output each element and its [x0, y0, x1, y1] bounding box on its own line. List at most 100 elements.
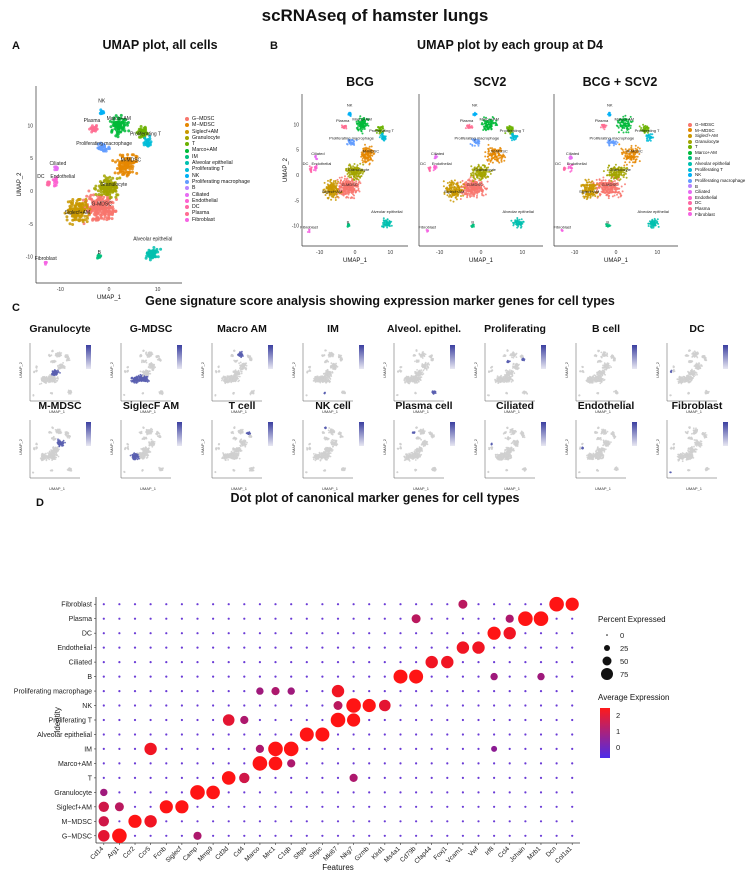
umap-point	[111, 209, 115, 212]
umap-point	[352, 165, 355, 168]
umap-point	[104, 201, 108, 204]
umap-point	[488, 153, 491, 156]
umap-point	[357, 170, 360, 173]
umap-point	[89, 193, 93, 197]
legend-item: Plasma	[185, 210, 250, 216]
umap-cluster	[568, 155, 573, 160]
umap-point	[647, 225, 650, 227]
legend-item: Plasma	[688, 206, 745, 212]
umap-point	[473, 144, 476, 147]
umap-point	[480, 184, 483, 187]
umap-point	[323, 191, 326, 193]
umap-point	[462, 194, 465, 197]
legend-swatch	[185, 148, 189, 153]
umap-point	[649, 222, 652, 225]
x-axis-label: UMAP_1	[140, 409, 157, 414]
umap-point	[608, 187, 611, 190]
umap-point	[427, 166, 430, 169]
signature-point	[143, 379, 145, 381]
umap-point	[491, 121, 494, 123]
umap-point	[131, 165, 135, 168]
umap-point	[92, 193, 96, 197]
umap-point	[67, 211, 71, 215]
umap-point	[377, 126, 380, 128]
umap-point	[382, 219, 385, 222]
umap-point	[346, 186, 349, 189]
umap-point	[612, 173, 615, 176]
umap-point	[567, 167, 570, 170]
umap-cluster	[464, 123, 474, 130]
umap-point	[362, 117, 365, 120]
umap-point	[605, 183, 608, 186]
umap-point	[85, 194, 89, 198]
umap-point	[334, 199, 337, 201]
umap-point	[625, 163, 628, 166]
umap-point	[612, 186, 615, 188]
umap-cluster	[599, 123, 608, 131]
umap-point	[349, 113, 352, 116]
umap-point	[624, 172, 627, 175]
umap-point	[591, 189, 594, 192]
umap-cluster	[647, 217, 660, 229]
umap-point	[616, 168, 619, 171]
umap-point	[485, 166, 488, 169]
umap-point	[150, 252, 154, 256]
umap-point	[647, 136, 649, 139]
legend-item: Granulocyte	[185, 135, 250, 141]
umap-cluster	[509, 132, 519, 142]
umap-point	[55, 168, 59, 171]
umap-point	[624, 152, 627, 155]
umap-point	[159, 247, 163, 251]
legend-label: IM	[695, 155, 700, 161]
signature-point	[48, 378, 51, 380]
legend-swatch	[688, 173, 692, 178]
x-axis-label: UMAP_1	[604, 258, 629, 264]
umap-point	[367, 156, 370, 159]
legend-item: NK	[185, 173, 250, 179]
umap-point	[469, 189, 472, 191]
umap-point	[638, 153, 641, 155]
umap-point	[495, 150, 497, 153]
x-tick-label: 0	[615, 250, 618, 256]
umap-point	[80, 218, 84, 222]
umap-point	[608, 173, 611, 176]
umap-point	[475, 191, 478, 194]
signature-point	[148, 380, 150, 382]
umap-point	[356, 183, 359, 186]
umap-point	[100, 181, 103, 185]
signature-point	[59, 372, 61, 374]
umap-point	[53, 178, 57, 182]
umap-point	[609, 189, 612, 192]
umap-point	[347, 175, 350, 178]
umap-point	[487, 143, 490, 146]
umap-point	[426, 229, 429, 232]
umap-point	[81, 198, 85, 202]
umap-cluster	[605, 223, 612, 228]
umap-point	[606, 224, 609, 227]
umap-point	[366, 122, 369, 125]
umap-point	[630, 149, 633, 151]
legend-swatch	[688, 167, 692, 172]
umap-point	[103, 143, 106, 147]
umap-point	[484, 151, 487, 154]
umap-point	[365, 117, 368, 120]
umap-point	[154, 255, 158, 259]
legend-label: Proliferating T	[695, 166, 723, 172]
legend-label: B	[192, 185, 196, 192]
umap-point	[448, 195, 451, 198]
umap-point	[346, 143, 348, 145]
legend-swatch	[688, 189, 692, 194]
umap-cluster	[427, 166, 432, 173]
umap-cluster	[454, 175, 489, 200]
legend-swatch	[185, 161, 189, 166]
umap-point	[343, 177, 346, 180]
umap-point	[594, 195, 597, 198]
umap-point	[344, 175, 346, 178]
umap-point	[477, 183, 480, 186]
umap-point	[345, 169, 347, 172]
umap-point	[492, 156, 494, 159]
umap-cluster	[567, 163, 574, 173]
x-axis-label: UMAP_1	[49, 409, 66, 414]
cluster-label: Alveolar epithelial	[503, 209, 534, 214]
umap-point	[121, 163, 125, 167]
